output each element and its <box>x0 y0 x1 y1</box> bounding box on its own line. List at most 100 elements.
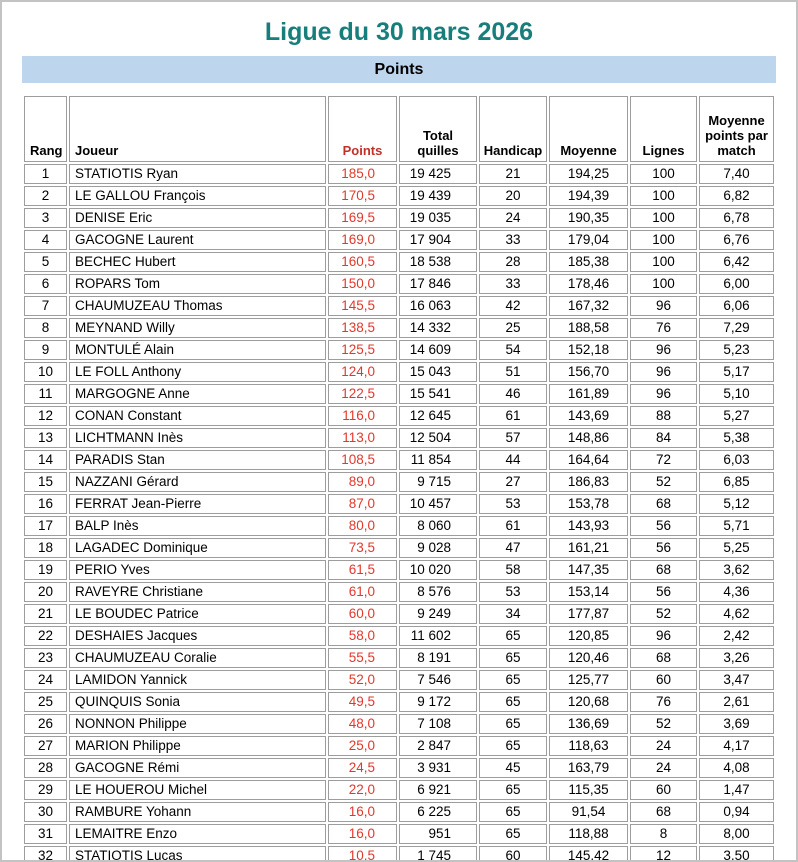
total_pins-cell: 14 609 <box>399 340 477 360</box>
table-row: 14 PARADIS Stan 108,5 11 854 44 164,64 72 6,03 <box>24 450 774 470</box>
handicap-cell: 45 <box>479 758 547 778</box>
average-cell: 91,54 <box>549 802 628 822</box>
rank-cell: 15 <box>24 472 67 492</box>
points-cell: 25,0 <box>328 736 397 756</box>
table-row: 19 PERIO Yves 61,5 10 020 58 147,35 68 3,62 <box>24 560 774 580</box>
table-row: 13 LICHTMANN Inès 113,0 12 504 57 148,86 84 5,3… <box>24 428 774 448</box>
rank-cell: 8 <box>24 318 67 338</box>
total_pins-cell: 15 043 <box>399 362 477 382</box>
points-cell: 113,0 <box>328 428 397 448</box>
lines-cell: 24 <box>630 758 697 778</box>
player-cell: LEMAITRE Enzo <box>69 824 326 844</box>
player-cell: GACOGNE Laurent <box>69 230 326 250</box>
avg_points_per_match-cell: 4,17 <box>699 736 774 756</box>
column-header-points: Points <box>328 96 397 162</box>
points-cell: 73,5 <box>328 538 397 558</box>
rank-cell: 25 <box>24 692 67 712</box>
average-cell: 148,86 <box>549 428 628 448</box>
total_pins-cell: 1 745 <box>399 846 477 860</box>
handicap-cell: 65 <box>479 670 547 690</box>
points-cell: 80,0 <box>328 516 397 536</box>
standings-body: 1 STATIOTIS Ryan 185,0 19 425 21 194,25 100 7,4… <box>24 164 774 860</box>
avg_points_per_match-cell: 5,12 <box>699 494 774 514</box>
points-cell: 24,5 <box>328 758 397 778</box>
table-row: 6 ROPARS Tom 150,0 17 846 33 178,46 100 6,00 <box>24 274 774 294</box>
table-row: 20 RAVEYRE Christiane 61,0 8 576 53 153,14 56 4… <box>24 582 774 602</box>
average-cell: 152,18 <box>549 340 628 360</box>
average-cell: 153,78 <box>549 494 628 514</box>
average-cell: 120,46 <box>549 648 628 668</box>
player-cell: LAGADEC Dominique <box>69 538 326 558</box>
total_pins-cell: 7 108 <box>399 714 477 734</box>
avg_points_per_match-cell: 6,76 <box>699 230 774 250</box>
total_pins-cell: 12 504 <box>399 428 477 448</box>
player-cell: FERRAT Jean-Pierre <box>69 494 326 514</box>
handicap-cell: 60 <box>479 846 547 860</box>
points-cell: 108,5 <box>328 450 397 470</box>
avg_points_per_match-cell: 2,61 <box>699 692 774 712</box>
rank-cell: 30 <box>24 802 67 822</box>
average-cell: 161,21 <box>549 538 628 558</box>
player-cell: LE HOUEROU Michel <box>69 780 326 800</box>
rank-cell: 7 <box>24 296 67 316</box>
player-cell: NAZZANI Gérard <box>69 472 326 492</box>
points-cell: 145,5 <box>328 296 397 316</box>
total_pins-cell: 6 921 <box>399 780 477 800</box>
average-cell: 164,64 <box>549 450 628 470</box>
points-cell: 16,0 <box>328 802 397 822</box>
avg_points_per_match-cell: 6,00 <box>699 274 774 294</box>
lines-cell: 60 <box>630 670 697 690</box>
avg_points_per_match-cell: 5,71 <box>699 516 774 536</box>
handicap-cell: 65 <box>479 714 547 734</box>
average-cell: 194,25 <box>549 164 628 184</box>
avg_points_per_match-cell: 5,10 <box>699 384 774 404</box>
handicap-cell: 54 <box>479 340 547 360</box>
points-cell: 58,0 <box>328 626 397 646</box>
handicap-cell: 65 <box>479 692 547 712</box>
average-cell: 143,93 <box>549 516 628 536</box>
lines-cell: 100 <box>630 208 697 228</box>
rank-cell: 9 <box>24 340 67 360</box>
points-cell: 61,5 <box>328 560 397 580</box>
points-cell: 10,5 <box>328 846 397 860</box>
avg_points_per_match-cell: 3,62 <box>699 560 774 580</box>
rank-cell: 29 <box>24 780 67 800</box>
player-cell: RAVEYRE Christiane <box>69 582 326 602</box>
column-header-player: Joueur <box>69 96 326 162</box>
total_pins-cell: 19 035 <box>399 208 477 228</box>
lines-cell: 76 <box>630 318 697 338</box>
total_pins-cell: 16 063 <box>399 296 477 316</box>
player-cell: QUINQUIS Sonia <box>69 692 326 712</box>
column-header-rank: Rang <box>24 96 67 162</box>
avg_points_per_match-cell: 4,36 <box>699 582 774 602</box>
points-cell: 122,5 <box>328 384 397 404</box>
rank-cell: 22 <box>24 626 67 646</box>
points-cell: 185,0 <box>328 164 397 184</box>
lines-cell: 100 <box>630 186 697 206</box>
total_pins-cell: 19 425 <box>399 164 477 184</box>
table-row: 9 MONTULÉ Alain 125,5 14 609 54 152,18 96 5,23 <box>24 340 774 360</box>
total_pins-cell: 2 847 <box>399 736 477 756</box>
rank-cell: 12 <box>24 406 67 426</box>
average-cell: 161,89 <box>549 384 628 404</box>
player-cell: LE FOLL Anthony <box>69 362 326 382</box>
column-header-lines: Lignes <box>630 96 697 162</box>
avg_points_per_match-cell: 1,47 <box>699 780 774 800</box>
avg_points_per_match-cell: 3,26 <box>699 648 774 668</box>
rank-cell: 5 <box>24 252 67 272</box>
lines-cell: 8 <box>630 824 697 844</box>
handicap-cell: 25 <box>479 318 547 338</box>
player-cell: LAMIDON Yannick <box>69 670 326 690</box>
avg_points_per_match-cell: 5,38 <box>699 428 774 448</box>
points-cell: 138,5 <box>328 318 397 338</box>
total_pins-cell: 8 191 <box>399 648 477 668</box>
player-cell: GACOGNE Rémi <box>69 758 326 778</box>
avg_points_per_match-cell: 4,08 <box>699 758 774 778</box>
avg_points_per_match-cell: 5,23 <box>699 340 774 360</box>
average-cell: 188,58 <box>549 318 628 338</box>
table-row: 29 LE HOUEROU Michel 22,0 6 921 65 115,35 60 1,… <box>24 780 774 800</box>
lines-cell: 72 <box>630 450 697 470</box>
total_pins-cell: 9 028 <box>399 538 477 558</box>
table-row: 12 CONAN Constant 116,0 12 645 61 143,69 88 5,2… <box>24 406 774 426</box>
